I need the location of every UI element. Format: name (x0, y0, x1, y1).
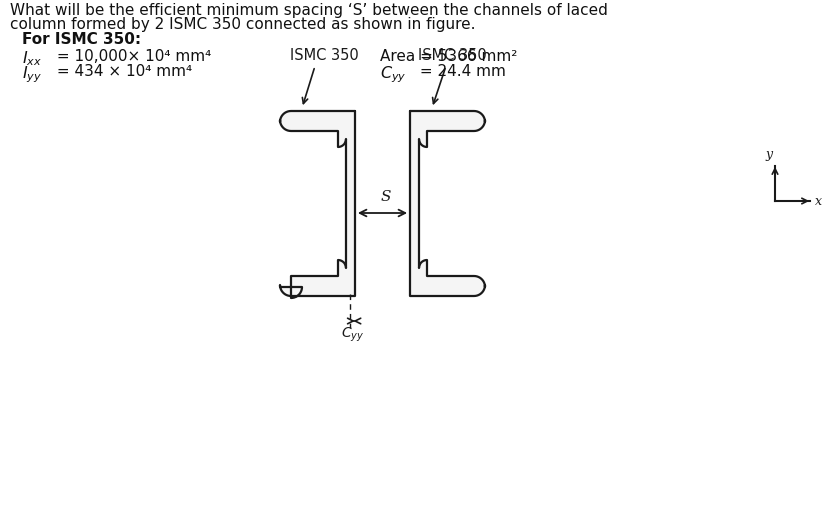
Text: For ISMC 350:: For ISMC 350: (22, 32, 141, 47)
Text: $I_{xx}$: $I_{xx}$ (22, 49, 42, 67)
Text: S: S (380, 190, 390, 204)
Polygon shape (410, 111, 484, 296)
Text: = 434 × 10⁴ mm⁴: = 434 × 10⁴ mm⁴ (52, 64, 192, 79)
Text: y: y (765, 148, 772, 161)
Text: What will be the efficient minimum spacing ‘S’ between the channels of laced: What will be the efficient minimum spaci… (10, 3, 607, 18)
Text: $C_{yy}$: $C_{yy}$ (341, 326, 364, 344)
Text: Area = 5366 mm²: Area = 5366 mm² (380, 49, 517, 64)
Text: $I_{yy}$: $I_{yy}$ (22, 64, 42, 85)
Text: column formed by 2 ISMC 350 connected as shown in figure.: column formed by 2 ISMC 350 connected as… (10, 17, 475, 32)
Text: x: x (814, 195, 821, 207)
Text: ISMC 350: ISMC 350 (417, 48, 487, 63)
Polygon shape (280, 111, 354, 298)
Text: = 10,000× 10⁴ mm⁴: = 10,000× 10⁴ mm⁴ (52, 49, 211, 64)
Text: $C_{yy}$: $C_{yy}$ (380, 64, 406, 85)
Text: ISMC 350: ISMC 350 (289, 48, 359, 63)
Text: = 24.4 mm: = 24.4 mm (415, 64, 505, 79)
